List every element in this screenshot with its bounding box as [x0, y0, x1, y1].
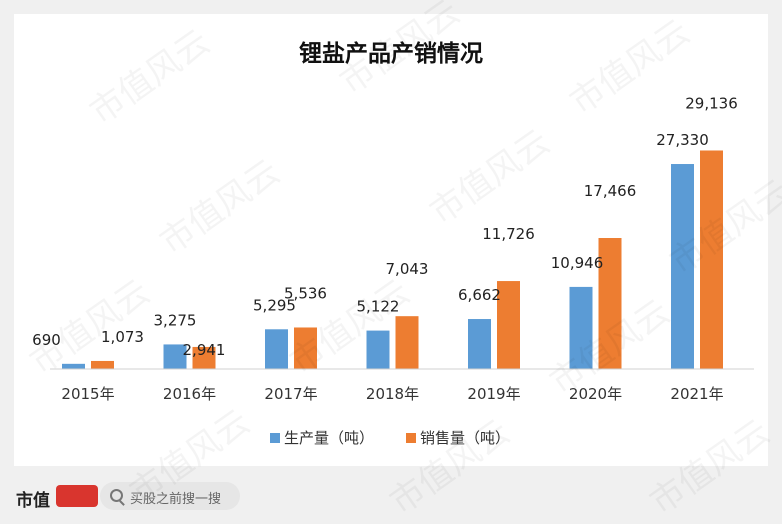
bar-sales-0 — [91, 360, 114, 369]
value-label-production-5: 10,946 — [551, 254, 604, 272]
x-tick-label-5: 2020年 — [569, 385, 622, 403]
search-placeholder: 买股之前搜一搜 — [130, 492, 222, 507]
value-label-sales-3: 7,043 — [386, 260, 429, 278]
bar-sales-3 — [395, 316, 419, 369]
value-label-production-6: 27,330 — [656, 131, 709, 149]
bar-sales-4 — [497, 281, 520, 369]
bar-production-4 — [468, 319, 491, 369]
x-tick-label-6: 2021年 — [670, 385, 723, 403]
brand-logo[interactable]: 市值 — [16, 491, 50, 511]
footer-bar: 市值 买股之前搜一搜 — [0, 472, 782, 521]
value-label-production-0: 690 — [32, 331, 61, 349]
bar-production-3 — [366, 330, 390, 369]
bar-production-1 — [163, 344, 187, 369]
legend-label-production: 生产量（吨） — [284, 429, 374, 447]
bar-production-2 — [265, 329, 288, 369]
brand-logo-mark — [56, 485, 98, 507]
value-label-sales-1: 2,941 — [183, 341, 226, 359]
x-tick-label-0: 2015年 — [61, 385, 114, 403]
x-tick-label-1: 2016年 — [163, 385, 216, 403]
bar-sales-2 — [294, 327, 317, 369]
x-tick-label-2: 2017年 — [264, 385, 317, 403]
value-label-sales-6: 29,136 — [685, 94, 738, 112]
bar-sales-1 — [192, 346, 216, 369]
bar-production-6 — [671, 164, 694, 369]
bar-production-5 — [569, 286, 593, 369]
x-tick-label-4: 2019年 — [467, 385, 520, 403]
value-label-production-1: 3,275 — [154, 311, 197, 329]
value-label-production-2: 5,295 — [253, 296, 296, 314]
x-tick-label-3: 2018年 — [366, 385, 419, 403]
x-tick-labels-group: 2015年 2016年 2017年 2018年 2019年 2020年 2021年 — [61, 385, 723, 403]
bars-group — [62, 150, 723, 369]
value-label-sales-4: 11,726 — [482, 225, 535, 243]
value-label-sales-0: 1,073 — [101, 328, 144, 346]
legend-swatch-sales — [406, 433, 416, 443]
bar-sales-6 — [700, 150, 723, 369]
value-label-production-3: 5,122 — [357, 298, 400, 316]
value-label-production-4: 6,662 — [458, 286, 501, 304]
search-box[interactable]: 买股之前搜一搜 — [100, 482, 240, 510]
search-icon — [110, 489, 123, 502]
legend: 生产量（吨） 销售量（吨） — [270, 429, 510, 447]
value-label-sales-5: 17,466 — [584, 182, 637, 200]
legend-label-sales: 销售量（吨） — [420, 429, 510, 447]
bar-production-0 — [62, 363, 85, 369]
legend-swatch-production — [270, 433, 280, 443]
value-label-sales-2: 5,536 — [284, 284, 327, 302]
bar-sales-5 — [598, 238, 622, 369]
chart-title: 锂盐产品产销情况 — [299, 40, 483, 67]
chart-card: 锂盐产品产销情况 690 1,073 3,275 2,941 5,295 5,536 5,1… — [14, 14, 768, 466]
